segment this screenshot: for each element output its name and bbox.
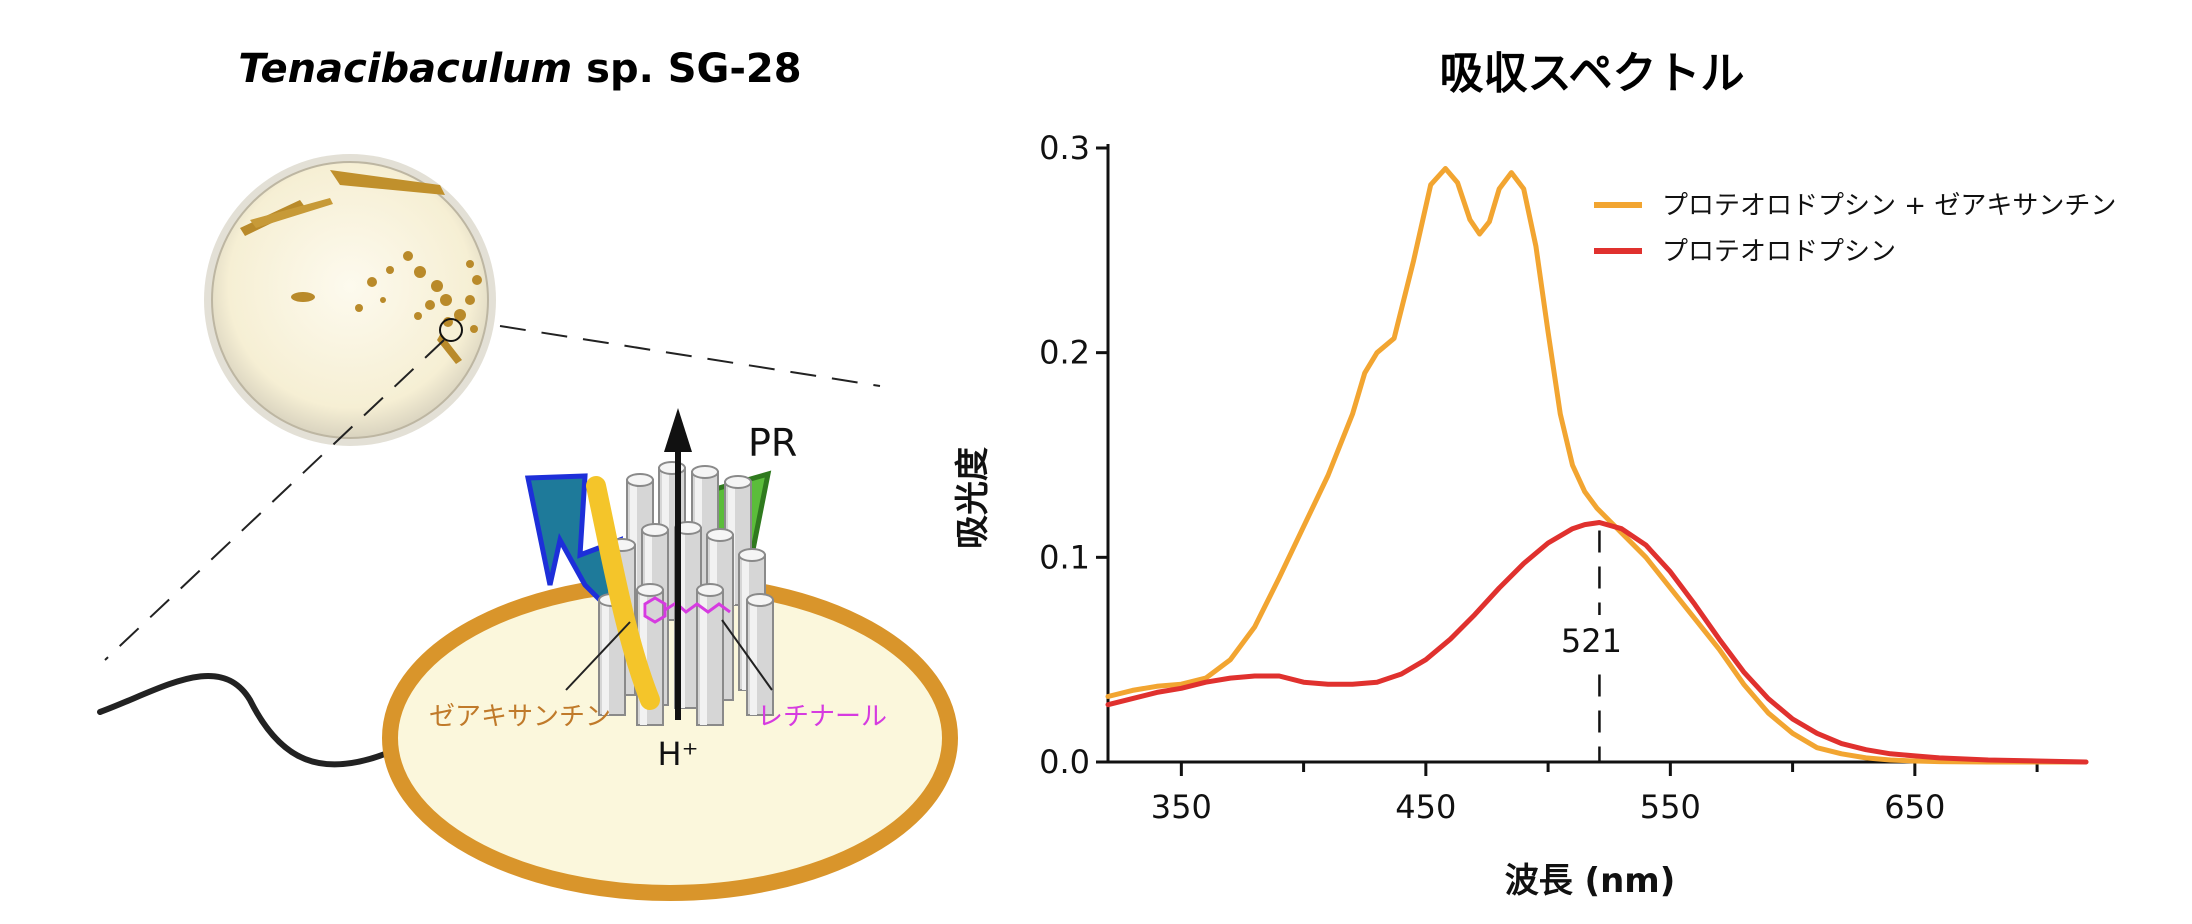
- series-line-pr-zeaxanthin: [1105, 166, 2089, 765]
- y-tick-label: 0.2: [1039, 334, 1090, 372]
- peak-label: 521: [1561, 622, 1622, 660]
- left-title: Tenacibaculum sp. SG-28: [238, 46, 801, 92]
- helix-top: [696, 583, 724, 597]
- flagellum: [97, 672, 393, 768]
- helix-top: [641, 523, 669, 537]
- x-axis-label: 波長 (nm): [1505, 861, 1676, 901]
- legend-entry: プロテオロドプシン: [1662, 237, 1896, 267]
- chart-title: 吸収スペクトル: [1440, 48, 1745, 99]
- helix-highlight: [700, 590, 707, 725]
- y-tick-label: 0.1: [1039, 538, 1090, 576]
- series-line-pr: [1105, 520, 2089, 765]
- zeaxanthin-molecule: [586, 476, 660, 710]
- x-tick-label: 350: [1151, 788, 1212, 826]
- zoom-circle: [439, 318, 463, 342]
- peak-annotation: 521: [1549, 530, 1650, 762]
- helix-highlight: [602, 600, 609, 715]
- helix-top: [706, 528, 734, 542]
- proton-arrow-head: [664, 408, 692, 452]
- dish-agar: [211, 161, 489, 439]
- helix-highlight: [742, 555, 749, 690]
- y-tick-label: 0.0: [1039, 743, 1090, 781]
- helix-top: [691, 465, 719, 479]
- pr-label: PR: [748, 421, 797, 465]
- zoom-line-lower: [104, 339, 445, 661]
- helix-top: [724, 475, 752, 489]
- zeaxanthin-leader: [565, 621, 631, 691]
- left-title-species: sp. SG-28: [572, 46, 801, 92]
- y-axis: 0.0 0.1 0.2 0.3: [1039, 129, 1110, 781]
- legend-entry: プロテオロドプシン + ゼアキサンチン: [1662, 191, 2116, 221]
- retinal-leader: [721, 619, 773, 691]
- x-tick-label: 450: [1395, 788, 1456, 826]
- peak-label-bg: [1549, 615, 1650, 665]
- helix-highlight: [750, 600, 757, 715]
- helix-top: [658, 461, 686, 475]
- x-tick-label: 650: [1884, 788, 1945, 826]
- x-axis: 350 450 550 650: [1108, 760, 2086, 826]
- petri-dish: [204, 154, 496, 446]
- x-tick-label: 550: [1640, 788, 1701, 826]
- retinal-label: レチナール: [757, 702, 887, 732]
- helix-top: [636, 583, 664, 597]
- proton-label: H⁺: [658, 735, 699, 773]
- left-panel: Tenacibaculum sp. SG-28: [97, 46, 958, 901]
- zoom-line-upper: [499, 325, 881, 387]
- y-axis-label: 吸光度: [953, 447, 993, 549]
- left-title-genus: Tenacibaculum: [238, 46, 572, 92]
- chart-series: [1105, 166, 2089, 765]
- helix-top: [738, 548, 766, 562]
- absorption-chart: 吸収スペクトル 0.0 0.1 0.2 0.3 350 450 550 650 吸光度 波長…: [953, 48, 2116, 901]
- y-tick-label: 0.3: [1039, 129, 1090, 167]
- helix-top: [626, 473, 654, 487]
- helix-top: [746, 593, 774, 607]
- helix-highlight: [678, 528, 685, 708]
- zeaxanthin-label: ゼアキサンチン: [429, 702, 611, 732]
